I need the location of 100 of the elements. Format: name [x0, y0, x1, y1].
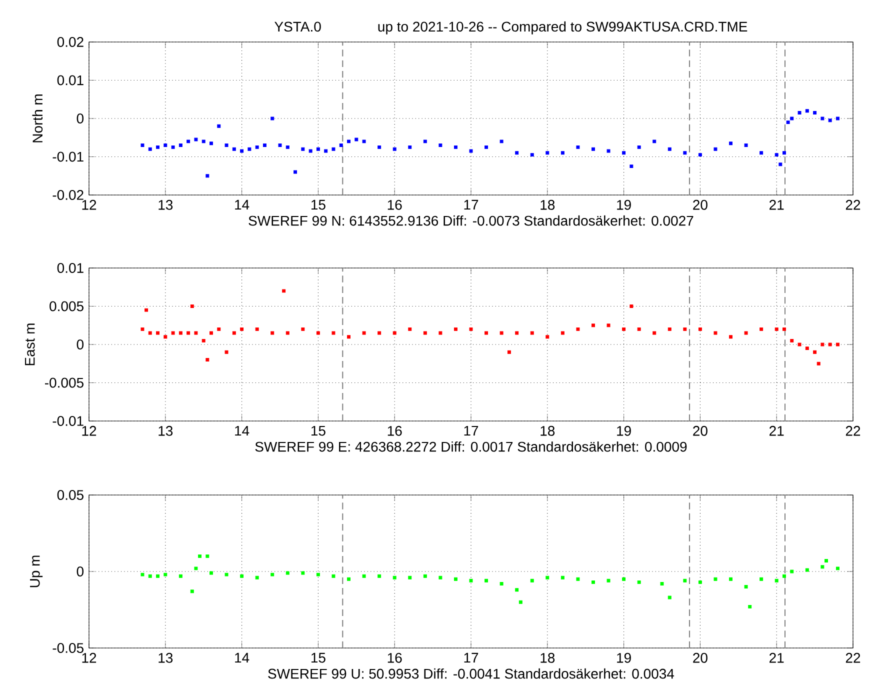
point [805, 568, 809, 572]
point [392, 576, 396, 580]
point [362, 574, 366, 578]
point [530, 578, 534, 582]
point [668, 596, 672, 600]
x-tick-label: 17 [464, 200, 478, 210]
x-tick-label: 14 [235, 200, 250, 210]
point [301, 571, 305, 575]
x-tick-label: 12 [82, 426, 96, 436]
point [714, 577, 718, 581]
point [782, 574, 786, 578]
point [190, 590, 194, 594]
point [515, 588, 519, 592]
x-tick-label: 13 [158, 652, 173, 663]
point [576, 577, 580, 581]
point [469, 578, 473, 582]
point [698, 580, 702, 584]
point [438, 576, 442, 580]
y-tick-label: -0.02 [52, 190, 84, 200]
y-axis-title: North m [32, 94, 43, 142]
x-axis-title: SWEREF 99 N: 6143552.9136 Diff: -0.0073 Standardosäkerhet: 0.0027 [248, 215, 694, 226]
point [774, 578, 778, 582]
x-tick-label: 22 [846, 426, 860, 436]
point [748, 604, 752, 608]
y-tick-label: -0.01 [52, 416, 84, 426]
x-axis-title: SWEREF 99 E: 426368.2272 Diff: 0.0017 Standardosäkerhet: 0.0009 [255, 441, 687, 452]
point [454, 577, 458, 581]
x-tick-label: 17 [464, 652, 478, 663]
y-tick-label: 0 [76, 566, 84, 576]
point [606, 578, 610, 582]
point [518, 600, 522, 604]
x-tick-label: 20 [693, 426, 708, 436]
point [140, 572, 144, 576]
point [592, 580, 595, 584]
point [240, 574, 244, 578]
point [637, 580, 641, 584]
point [332, 574, 336, 578]
point [270, 572, 274, 576]
x-tick-label: 20 [693, 652, 708, 663]
chart-subtitle: up to 2021-10-26 -- Compared to SW99AKTUSA.CRD.TME [378, 21, 748, 34]
x-tick-label: 22 [846, 200, 860, 210]
y-tick-label: 0 [76, 340, 84, 350]
x-tick-label: 18 [540, 426, 555, 436]
point [378, 574, 382, 578]
y-axis-title: East m [25, 324, 35, 366]
y-tick-label: 0.05 [57, 490, 84, 500]
x-tick-label: 13 [158, 426, 173, 436]
x-tick-label: 14 [235, 426, 250, 436]
y-tick-label: -0.005 [45, 378, 84, 388]
point [820, 565, 824, 569]
point [760, 577, 764, 581]
y-tick-label: -0.05 [52, 643, 84, 653]
x-tick-label: 18 [540, 652, 555, 663]
y-tick-label: -0.01 [52, 152, 84, 162]
point [824, 559, 828, 563]
x-tick-label: 21 [770, 426, 784, 436]
x-tick-label: 16 [388, 426, 402, 436]
x-tick-label: 12 [82, 200, 96, 210]
point [194, 566, 198, 570]
x-tick-label: 21 [770, 200, 784, 210]
point [164, 572, 168, 576]
point [790, 570, 794, 574]
x-tick-label: 19 [617, 200, 631, 210]
point [484, 578, 488, 582]
point [148, 574, 152, 578]
y-tick-label: 0 [76, 114, 84, 124]
y-tick-label: 0.02 [57, 37, 84, 47]
chart-title: YSTA.0 [274, 22, 321, 32]
point [347, 577, 350, 581]
x-tick-label: 12 [82, 652, 96, 663]
x-tick-label: 18 [540, 200, 555, 210]
x-tick-label: 21 [770, 652, 784, 663]
x-tick-label: 17 [464, 426, 478, 436]
y-tick-label: 0.01 [57, 75, 84, 86]
x-tick-label: 16 [388, 200, 402, 210]
y-tick-label: 0.01 [57, 263, 84, 273]
y-axis-title: Up m [30, 556, 43, 588]
x-tick-label: 19 [617, 652, 631, 663]
point [423, 574, 427, 578]
point [210, 571, 213, 575]
point [255, 576, 259, 580]
point [286, 571, 290, 575]
point [660, 582, 664, 586]
point [224, 572, 228, 576]
point [500, 582, 504, 586]
x-tick-label: 14 [235, 652, 250, 663]
x-tick-label: 19 [617, 426, 631, 436]
x-tick-label: 15 [311, 652, 326, 663]
point [546, 576, 550, 580]
point [683, 578, 687, 582]
point [198, 554, 202, 558]
point [206, 554, 210, 558]
y-tick-label: 0.005 [50, 301, 84, 312]
x-tick-label: 13 [158, 200, 173, 210]
point [622, 577, 626, 581]
point [560, 576, 564, 580]
point [729, 577, 732, 581]
point [744, 585, 748, 589]
point [156, 574, 160, 578]
point [408, 576, 412, 580]
